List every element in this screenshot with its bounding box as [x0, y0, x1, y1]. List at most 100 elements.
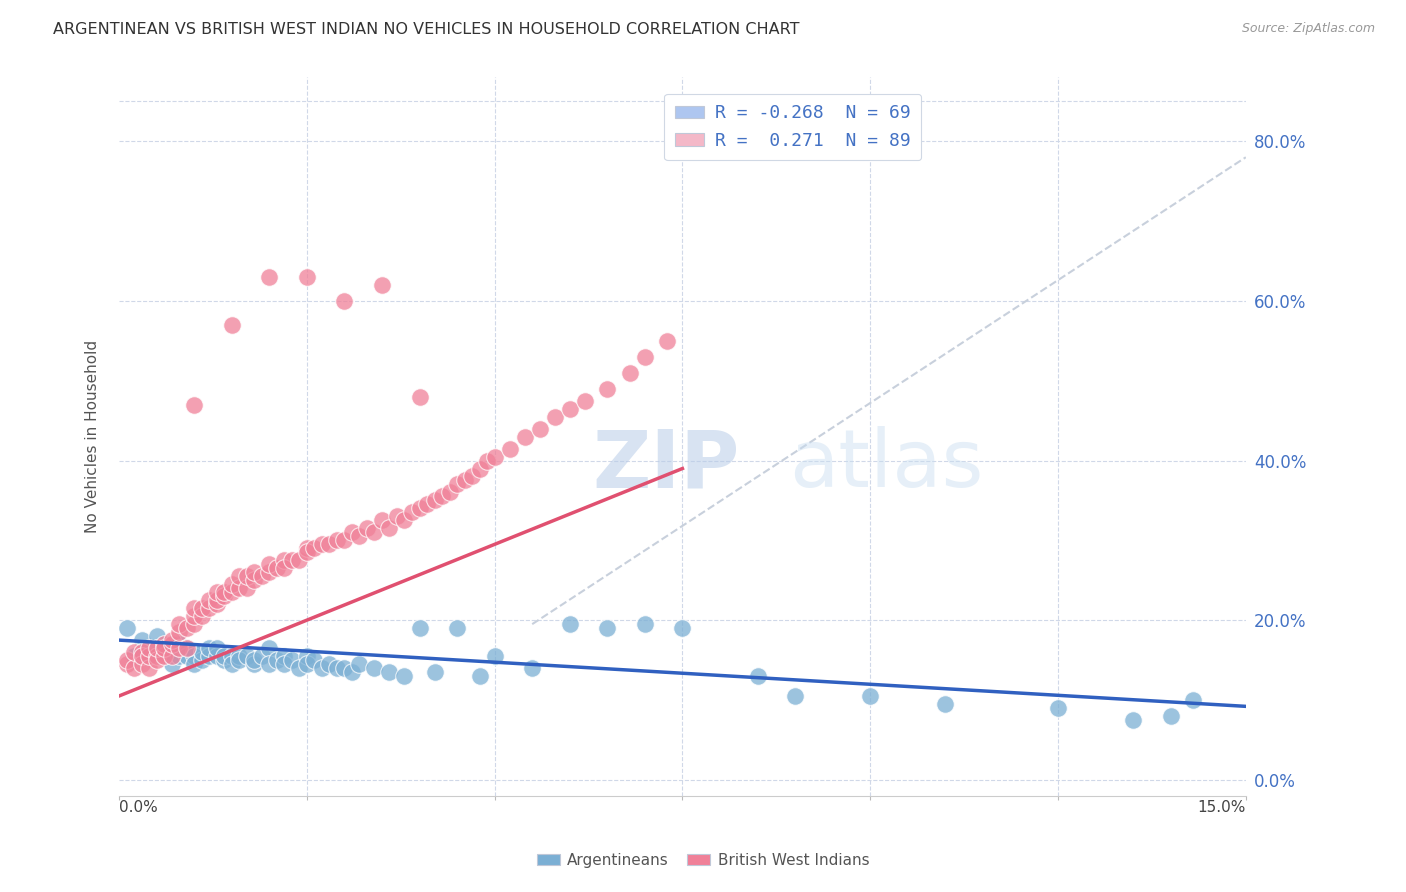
- Point: [657, 334, 679, 348]
- Point: [363, 661, 385, 675]
- Point: [273, 561, 295, 575]
- Point: [235, 569, 257, 583]
- Point: [371, 513, 394, 527]
- Point: [596, 621, 619, 635]
- Point: [266, 561, 288, 575]
- Point: [1160, 709, 1182, 723]
- Point: [859, 689, 882, 703]
- Point: [250, 649, 273, 664]
- Point: [190, 653, 212, 667]
- Point: [190, 645, 212, 659]
- Point: [304, 653, 326, 667]
- Point: [544, 409, 567, 424]
- Point: [529, 422, 551, 436]
- Point: [176, 641, 198, 656]
- Point: [183, 617, 205, 632]
- Point: [160, 633, 183, 648]
- Point: [273, 553, 295, 567]
- Point: [453, 474, 475, 488]
- Point: [266, 653, 288, 667]
- Point: [259, 270, 281, 285]
- Point: [160, 637, 183, 651]
- Point: [183, 657, 205, 671]
- Point: [228, 581, 250, 595]
- Point: [198, 601, 221, 615]
- Point: [378, 521, 401, 535]
- Point: [446, 477, 468, 491]
- Point: [333, 293, 356, 308]
- Point: [205, 593, 228, 607]
- Point: [785, 689, 807, 703]
- Point: [221, 577, 243, 591]
- Point: [183, 645, 205, 659]
- Point: [1182, 693, 1205, 707]
- Point: [340, 525, 363, 540]
- Point: [498, 442, 520, 456]
- Point: [205, 597, 228, 611]
- Point: [235, 649, 257, 664]
- Point: [167, 649, 190, 664]
- Text: ARGENTINEAN VS BRITISH WEST INDIAN NO VEHICLES IN HOUSEHOLD CORRELATION CHART: ARGENTINEAN VS BRITISH WEST INDIAN NO VE…: [53, 22, 800, 37]
- Point: [596, 382, 619, 396]
- Text: 0.0%: 0.0%: [120, 800, 157, 814]
- Point: [619, 366, 641, 380]
- Y-axis label: No Vehicles in Household: No Vehicles in Household: [86, 340, 100, 533]
- Point: [747, 669, 769, 683]
- Point: [934, 697, 956, 711]
- Point: [115, 653, 138, 667]
- Point: [212, 653, 235, 667]
- Point: [1046, 701, 1069, 715]
- Point: [176, 621, 198, 635]
- Point: [385, 509, 408, 524]
- Point: [183, 609, 205, 624]
- Point: [671, 621, 693, 635]
- Point: [138, 649, 160, 664]
- Point: [205, 585, 228, 599]
- Point: [212, 649, 235, 664]
- Point: [371, 277, 394, 292]
- Point: [167, 641, 190, 656]
- Point: [468, 669, 491, 683]
- Point: [281, 553, 304, 567]
- Point: [558, 401, 581, 416]
- Text: ZIP: ZIP: [592, 426, 740, 504]
- Point: [250, 569, 273, 583]
- Point: [190, 609, 212, 624]
- Point: [167, 625, 190, 640]
- Point: [190, 601, 212, 615]
- Point: [145, 641, 167, 656]
- Point: [145, 649, 167, 664]
- Point: [475, 453, 498, 467]
- Point: [295, 270, 318, 285]
- Point: [145, 653, 167, 667]
- Point: [295, 657, 318, 671]
- Point: [522, 661, 544, 675]
- Point: [138, 649, 160, 664]
- Text: Source: ZipAtlas.com: Source: ZipAtlas.com: [1241, 22, 1375, 36]
- Point: [311, 661, 333, 675]
- Point: [273, 657, 295, 671]
- Point: [153, 649, 176, 664]
- Point: [243, 657, 266, 671]
- Point: [295, 649, 318, 664]
- Point: [318, 657, 340, 671]
- Point: [115, 657, 138, 671]
- Point: [295, 545, 318, 559]
- Point: [160, 657, 183, 671]
- Point: [484, 649, 506, 664]
- Point: [288, 553, 311, 567]
- Point: [212, 589, 235, 603]
- Point: [423, 665, 446, 679]
- Point: [574, 393, 596, 408]
- Point: [259, 657, 281, 671]
- Point: [198, 593, 221, 607]
- Point: [340, 665, 363, 679]
- Point: [259, 558, 281, 572]
- Point: [281, 653, 304, 667]
- Point: [259, 641, 281, 656]
- Point: [205, 641, 228, 656]
- Point: [439, 485, 461, 500]
- Point: [408, 390, 430, 404]
- Point: [634, 350, 657, 364]
- Point: [228, 569, 250, 583]
